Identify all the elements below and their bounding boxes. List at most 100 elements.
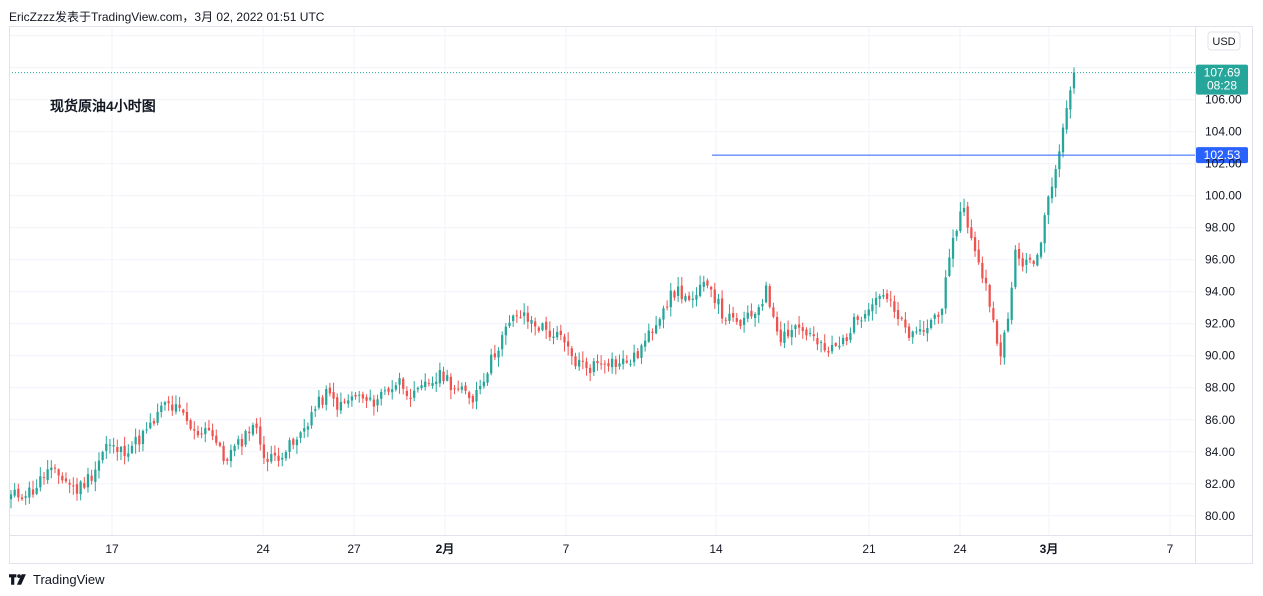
candle-body	[1072, 72, 1076, 89]
candle	[567, 332, 570, 356]
candle-body	[402, 378, 405, 389]
candle-body	[570, 348, 573, 357]
time-axis[interactable]: 17 24 27 2月 7 14 21 24 3月 7	[105, 542, 1173, 556]
candle-body	[321, 397, 324, 405]
candle	[753, 312, 757, 327]
candle-body	[519, 317, 522, 319]
candle-body	[1017, 248, 1021, 259]
candle-body	[611, 358, 614, 368]
price-axis[interactable]: 80.00 82.00 84.00 86.00 88.00 90.00 92.00 94.00…	[1205, 93, 1242, 523]
candle-body	[658, 319, 661, 326]
candle	[874, 291, 878, 315]
candle-body	[772, 307, 775, 317]
candle	[94, 461, 97, 492]
time-tick-label: 3月	[1040, 542, 1059, 556]
candle-body	[64, 478, 68, 482]
candle	[812, 326, 815, 341]
candle	[687, 291, 691, 302]
candle-body	[889, 299, 892, 301]
candle	[453, 385, 456, 395]
candle-body	[915, 331, 918, 333]
candle	[970, 219, 973, 241]
price-tick-label: 96.00	[1205, 253, 1235, 267]
candle-body	[651, 331, 654, 333]
candle-body	[559, 330, 562, 335]
candle	[438, 362, 442, 388]
candle	[501, 331, 504, 357]
candle	[768, 283, 771, 309]
candle-body	[413, 390, 416, 398]
candle-body	[332, 392, 335, 399]
candle	[68, 479, 71, 494]
candle	[266, 452, 269, 472]
candle	[402, 377, 405, 395]
candle-body	[526, 312, 529, 322]
currency-label[interactable]: USD	[1207, 31, 1241, 51]
candle	[123, 436, 126, 465]
candle	[523, 303, 526, 325]
candle-body	[900, 317, 903, 319]
candle-body	[347, 400, 350, 404]
candle	[992, 301, 995, 323]
candle-body	[687, 295, 691, 300]
candle	[479, 379, 482, 395]
candle-body	[907, 326, 911, 338]
candle-body	[68, 482, 71, 485]
candle	[471, 394, 474, 409]
candle	[739, 319, 742, 330]
candle	[684, 293, 687, 303]
candle	[9, 489, 13, 509]
candle	[306, 422, 310, 438]
candle	[746, 305, 749, 323]
candle	[786, 320, 790, 339]
candle-body	[310, 412, 313, 426]
candle	[457, 380, 460, 392]
candle	[387, 386, 390, 396]
candle	[816, 332, 819, 351]
candle	[416, 386, 420, 393]
candle	[435, 372, 438, 392]
candle-body	[1043, 215, 1046, 244]
candle-body	[662, 308, 665, 320]
candle-body	[808, 332, 812, 334]
footer-brand: TradingView	[9, 572, 105, 587]
candle-body	[775, 316, 779, 332]
candle	[167, 396, 170, 411]
candle-body	[196, 431, 200, 436]
candle-body	[709, 286, 713, 290]
candle	[860, 316, 863, 328]
candle	[17, 483, 20, 502]
candle	[1069, 86, 1072, 119]
candle-body	[189, 420, 192, 429]
candle-body	[383, 390, 387, 392]
candle	[1054, 164, 1057, 197]
candle	[900, 316, 903, 321]
publisher-text: EricZzzz发表于TradingView.com	[9, 10, 183, 24]
candle-body	[812, 334, 815, 337]
candle	[541, 322, 544, 332]
candle	[614, 355, 617, 375]
candle	[742, 311, 746, 333]
candle	[185, 402, 189, 425]
candle-body	[871, 304, 874, 312]
price-tick-label: 86.00	[1205, 413, 1235, 427]
candle-body	[863, 314, 867, 319]
candle	[145, 422, 148, 434]
candle	[563, 333, 566, 352]
footer-brand-text: TradingView	[33, 572, 105, 587]
candle-body	[493, 353, 496, 358]
candle	[937, 311, 940, 324]
candle-body	[398, 378, 401, 385]
candle	[585, 357, 588, 376]
candle-body	[105, 444, 108, 451]
price-tick-label: 100.00	[1205, 189, 1242, 203]
candle-body	[534, 321, 537, 327]
candle	[757, 304, 760, 324]
candle-body	[1058, 151, 1061, 170]
candle-body	[786, 329, 790, 337]
candle	[273, 445, 277, 462]
candle-body	[9, 494, 13, 500]
candle	[233, 443, 236, 457]
